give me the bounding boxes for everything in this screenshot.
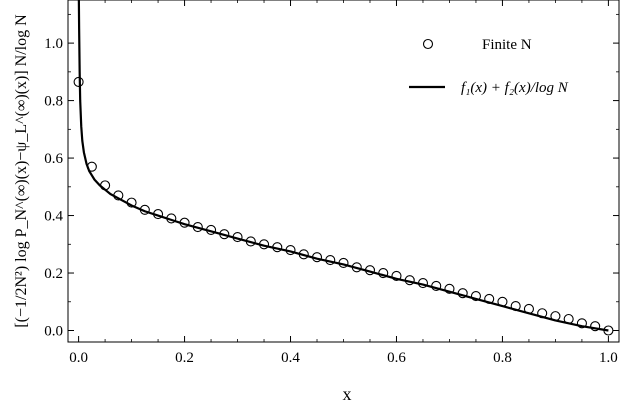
- data-point: [484, 293, 495, 304]
- data-point: [311, 252, 323, 263]
- data-point: [126, 197, 137, 208]
- data-point: [100, 180, 111, 191]
- theory-curve-layer: [77, 0, 609, 332]
- y-tick-label: 0.2: [44, 266, 63, 282]
- data-point: [537, 308, 548, 319]
- x-tick-label: 0.8: [493, 350, 512, 366]
- data-point: [444, 283, 455, 294]
- data-point: [550, 311, 561, 322]
- data-point: [417, 278, 429, 289]
- data-point: [338, 257, 349, 269]
- y-axis: 0.0 0.2 0.4 0.6 0.8 1.0: [44, 13, 619, 340]
- data-point: [470, 290, 482, 302]
- plot-frame: [67, 0, 620, 343]
- data-point: [404, 275, 415, 286]
- data-point: [166, 213, 177, 224]
- data-point: [139, 204, 150, 215]
- data-point: [179, 217, 190, 228]
- y-tick-label: 0.4: [44, 209, 63, 225]
- data-point: [153, 209, 164, 220]
- data-point: [510, 301, 521, 312]
- x-tick-label: 0.2: [175, 350, 194, 366]
- data-point: [523, 303, 534, 314]
- y-tick-label: 0.0: [44, 324, 63, 340]
- data-point: [391, 270, 402, 281]
- data-point: [497, 296, 508, 307]
- data-point: [205, 224, 217, 235]
- x-axis-title: x: [343, 384, 352, 404]
- finite-n-points-layer: [73, 76, 614, 336]
- data-point: [272, 242, 283, 253]
- data-point: [364, 265, 376, 276]
- legend-label-theory: f₁(x) + f₂(x)/log N: [461, 80, 569, 96]
- legend: Finite N f₁(x) + f₂(x)/log N: [409, 37, 569, 96]
- y-tick-label: 1.0: [44, 36, 63, 52]
- data-point: [563, 313, 574, 325]
- y-tick-label: 0.6: [44, 151, 63, 167]
- data-point: [73, 76, 84, 87]
- data-point: [192, 221, 203, 233]
- x-tick-label: 0.0: [69, 350, 88, 366]
- data-point: [258, 239, 270, 250]
- data-point: [219, 229, 230, 240]
- data-point: [457, 288, 468, 299]
- x-tick-label: 0.4: [281, 350, 300, 366]
- data-point: [285, 244, 296, 256]
- legend-label-finite-n: Finite N: [482, 37, 532, 53]
- data-point: [590, 321, 601, 332]
- data-point: [378, 267, 389, 279]
- data-point: [325, 255, 336, 266]
- y-axis-title: [(−1/2N²) log P_N^(∞)(x)−ψ_L^(∞)(x)] N/l…: [13, 14, 30, 328]
- x-axis: 0.0 0.2 0.4 0.6 0.8 1.0: [69, 0, 618, 366]
- data-point: [245, 236, 256, 247]
- data-point: [232, 232, 243, 243]
- data-point: [351, 262, 362, 273]
- x-tick-label: 1.0: [599, 350, 618, 366]
- theory-curve-line: [77, 0, 609, 332]
- legend-circle-marker: [422, 38, 434, 50]
- data-point: [576, 318, 587, 329]
- data-point: [431, 280, 442, 292]
- data-point: [86, 161, 97, 172]
- y-tick-label: 0.8: [44, 94, 63, 110]
- data-point: [298, 249, 309, 260]
- data-point: [603, 325, 614, 336]
- x-tick-label: 0.6: [387, 350, 406, 366]
- data-point: [113, 190, 124, 201]
